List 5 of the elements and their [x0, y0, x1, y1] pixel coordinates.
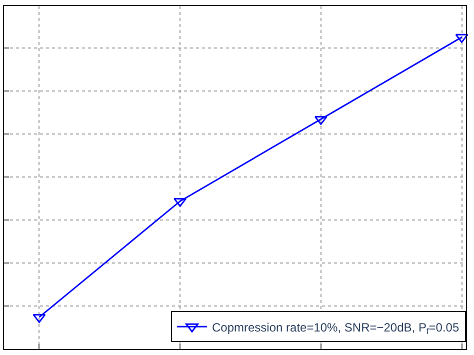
point: [314, 116, 328, 125]
point: [32, 314, 46, 323]
point: [174, 198, 187, 207]
legend-label: Copmression rate=10%, SNR=−20dB, P$_{f}$=0.05: [212, 320, 460, 336]
point: [455, 34, 468, 43]
